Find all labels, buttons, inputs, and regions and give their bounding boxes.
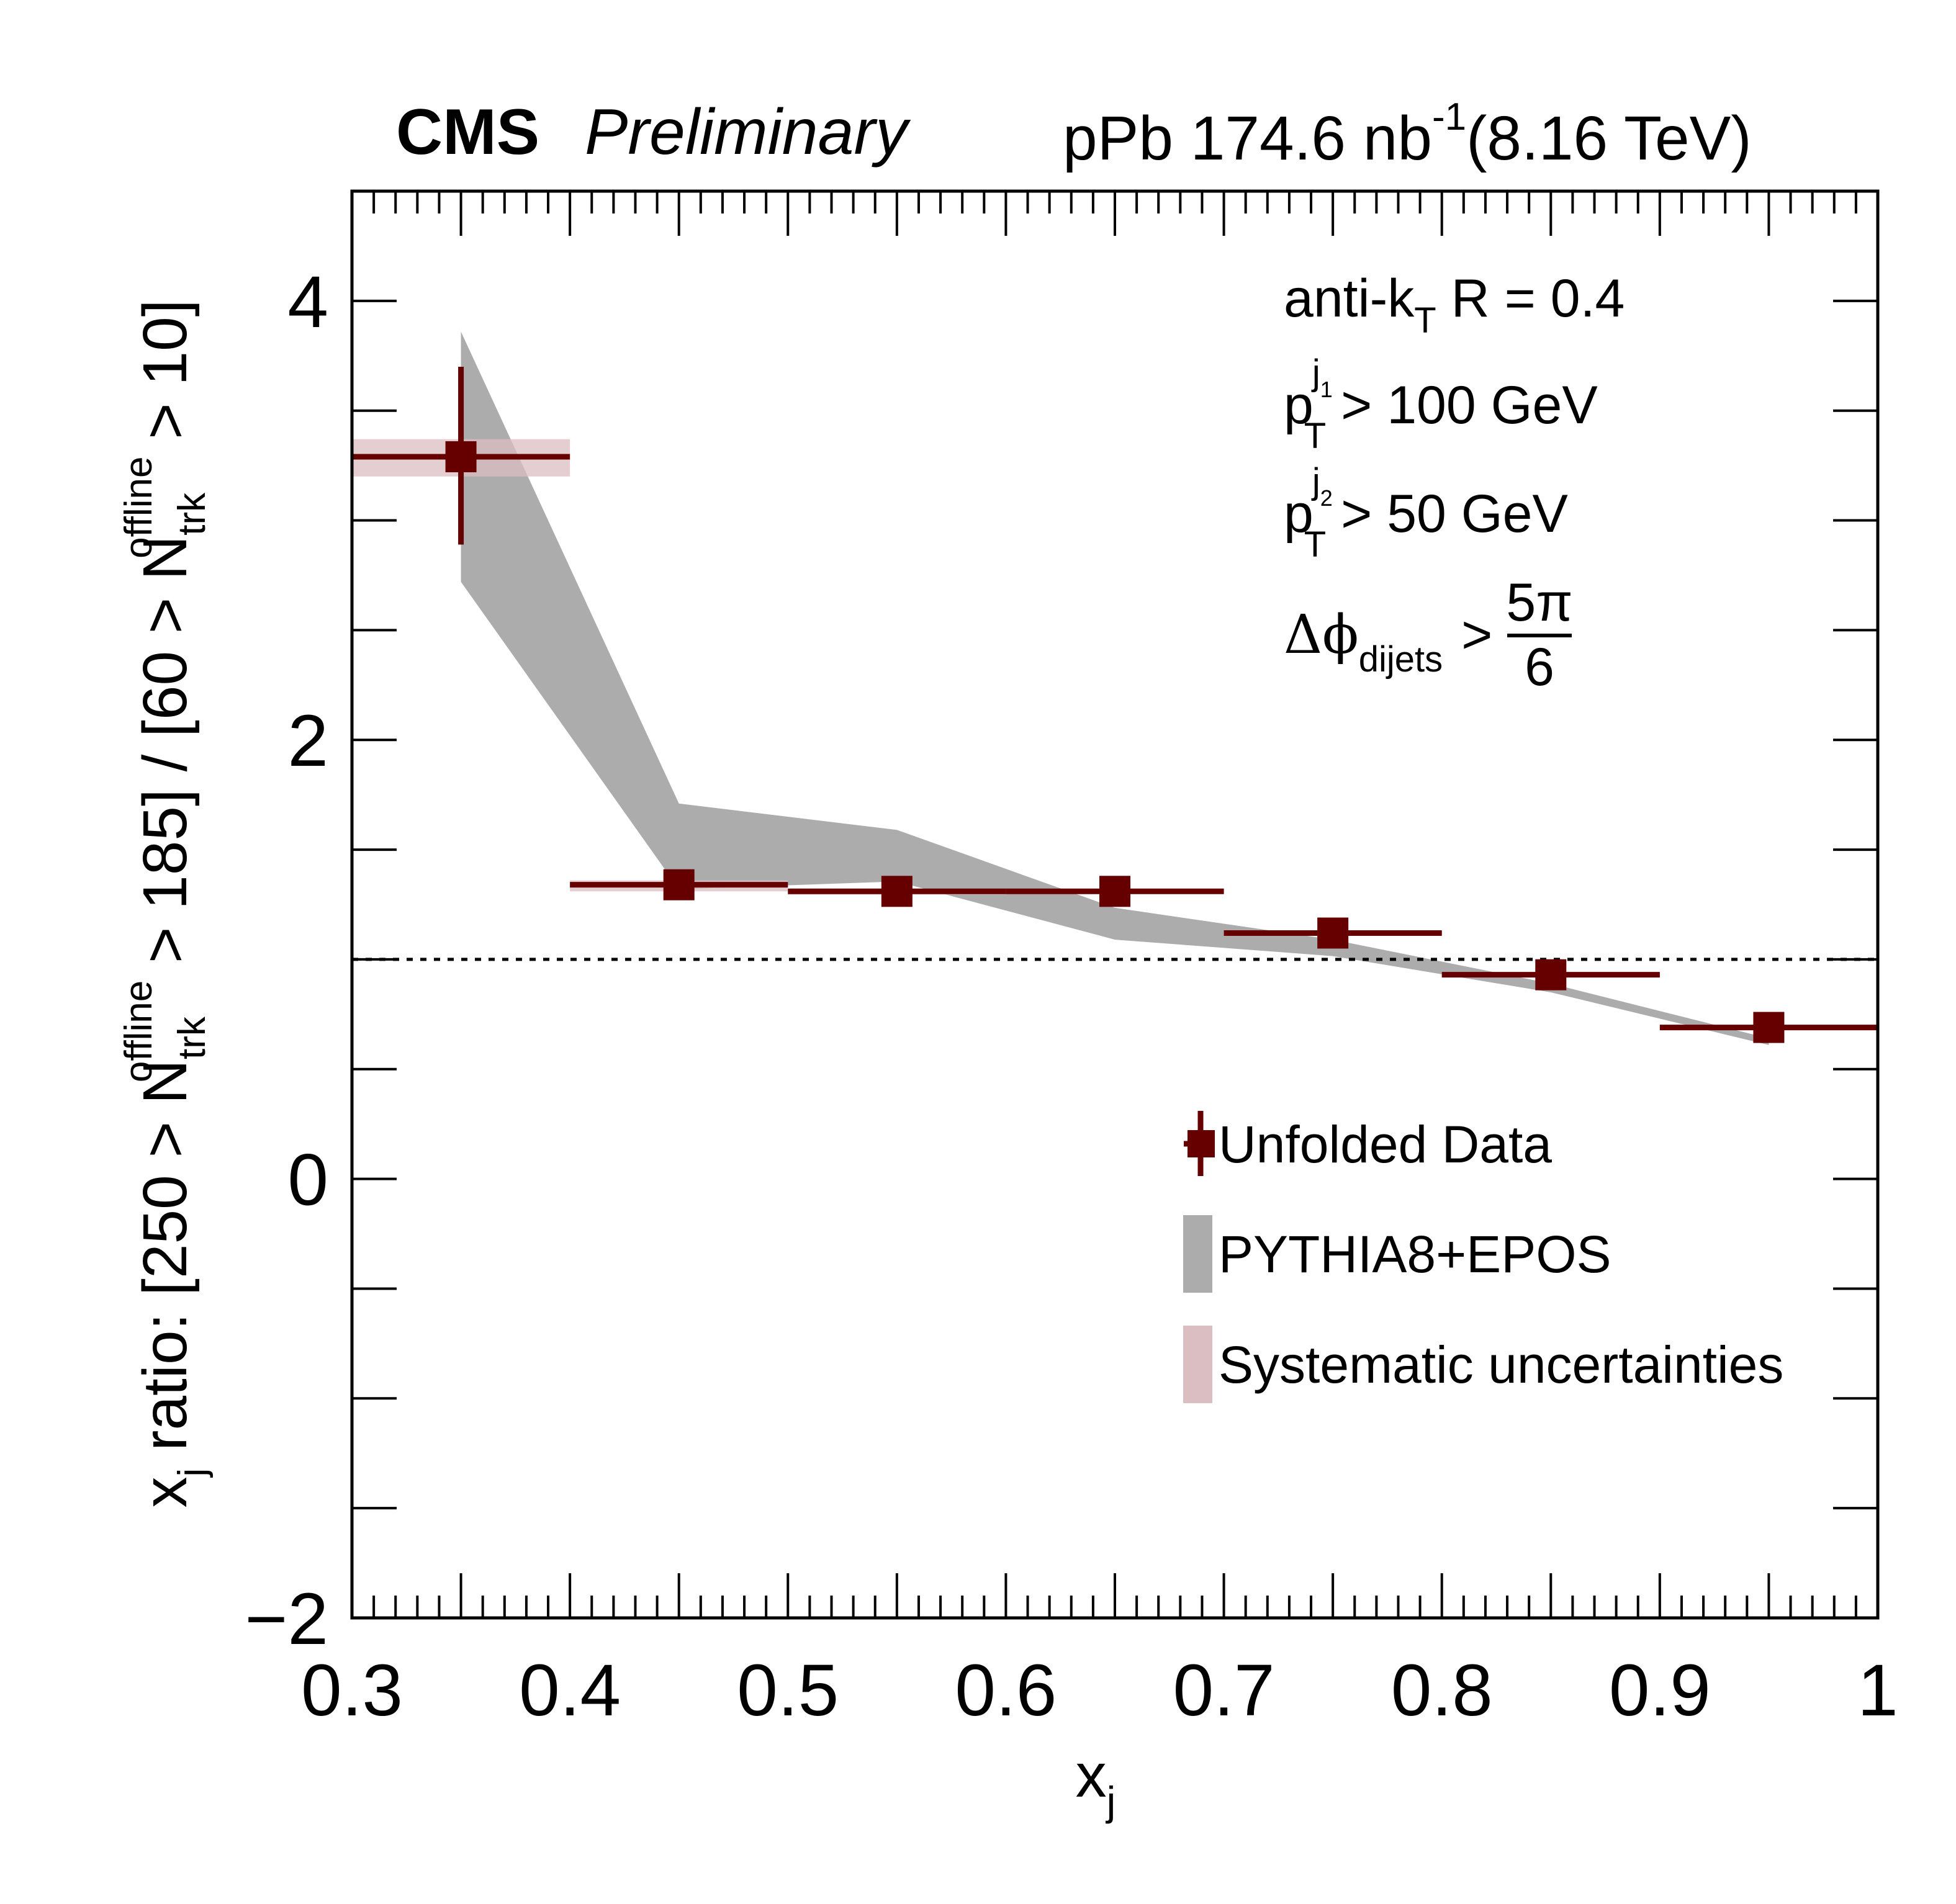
x-tick-label: 0.8 (1391, 1650, 1493, 1731)
data-point (1441, 959, 1660, 990)
data-marker (1753, 1012, 1785, 1043)
data-layer (352, 366, 1878, 1043)
data-point (1659, 1012, 1878, 1043)
data-marker (1535, 959, 1567, 990)
x-tick-label: 0.5 (737, 1650, 839, 1731)
dphi-fraction-denominator: 6 (1525, 637, 1554, 697)
legend-label: Unfolded Data (1219, 1115, 1552, 1174)
axis-ticks (351, 190, 1879, 1619)
model-band (461, 331, 1769, 1045)
legend-label: Systematic uncertainties (1219, 1336, 1783, 1394)
energy-label: (8.16 TeV) (1466, 104, 1752, 173)
legend: Unfolded Data PYTHIA8+EPOS Systematic un… (1183, 1111, 1783, 1403)
legend-systematic-swatch-icon (1183, 1326, 1212, 1403)
y-tick-label: 0 (287, 1139, 328, 1221)
dphi-cut: Δϕdijets > (1284, 604, 1492, 680)
x-tick-label: 0.4 (519, 1650, 621, 1731)
y-axis-title: xj ratio: [250 > Ntrkoffline > 185] / [6… (117, 299, 214, 1507)
lumi-exponent: -1 (1432, 96, 1466, 138)
data-point (1224, 917, 1442, 949)
dphi-fraction-numerator: 5π (1506, 573, 1572, 632)
leading-jet-pt-cut: pj1 T > 100 GeV (1284, 353, 1598, 456)
data-point (788, 876, 1006, 907)
data-marker (881, 876, 913, 907)
experiment-label: CMS (396, 96, 539, 168)
subleading-jet-pt-cut: pj2 T > 50 GeV (1284, 461, 1568, 565)
x-tick-label: 0.3 (301, 1650, 403, 1731)
luminosity-label: pPb 174.6 nb-1(8.16 TeV) (1063, 96, 1752, 173)
legend-item-systematics: Systematic uncertainties (1183, 1326, 1783, 1403)
x-tick-label: 0.6 (955, 1650, 1057, 1731)
y-tick-label: −2 (245, 1578, 328, 1660)
data-marker (445, 441, 477, 472)
bands-layer (352, 331, 1878, 1045)
x-axis-title: xj (1076, 1741, 1116, 1824)
legend-model-swatch-icon (1183, 1215, 1212, 1293)
legend-data-marker-icon (1188, 1130, 1215, 1157)
data-marker (1317, 917, 1349, 949)
legend-item-data: Unfolded Data (1184, 1111, 1552, 1176)
data-marker (1099, 876, 1130, 907)
data-point (570, 869, 788, 900)
x-tick-label: 1 (1857, 1650, 1898, 1731)
data-point (1006, 876, 1224, 907)
data-point (352, 366, 570, 545)
x-tick-label: 0.9 (1609, 1650, 1711, 1731)
legend-label: PYTHIA8+EPOS (1219, 1225, 1611, 1283)
data-marker (663, 869, 695, 900)
legend-item-model: PYTHIA8+EPOS (1183, 1215, 1611, 1293)
y-tick-label: 2 (287, 700, 328, 782)
tick-labels: 0.3 0.4 0.5 0.6 0.7 0.8 0.9 1 −2 0 2 4 (245, 261, 1898, 1731)
lumi-prefix: pPb 174.6 nb (1063, 104, 1432, 173)
annotation-block: anti-kT R = 0.4 pj1 T > 100 GeV pj2 T > 50… (1284, 269, 1625, 697)
y-tick-label: 4 (287, 261, 328, 343)
svg-text:xj ratio: [250 > Ntrkoffline >: xj ratio: [250 > Ntrkoffline > 185] / [6… (117, 299, 214, 1507)
jet-algorithm-label: anti-kT R = 0.4 (1284, 269, 1625, 341)
x-tick-label: 0.7 (1173, 1650, 1275, 1731)
status-label: Preliminary (585, 96, 911, 168)
